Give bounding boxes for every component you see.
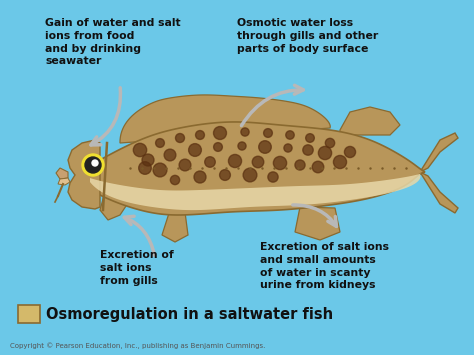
Circle shape — [334, 156, 346, 168]
Circle shape — [205, 157, 215, 167]
Circle shape — [267, 171, 279, 183]
Polygon shape — [100, 178, 130, 220]
Circle shape — [189, 144, 201, 156]
Bar — [18, 305, 40, 323]
Polygon shape — [56, 168, 68, 179]
Circle shape — [319, 147, 331, 159]
Circle shape — [301, 143, 315, 157]
Circle shape — [218, 168, 232, 182]
Text: Copyright © Pearson Education, Inc., publishing as Benjamin Cummings.: Copyright © Pearson Education, Inc., pub… — [10, 342, 265, 349]
Circle shape — [136, 146, 145, 155]
Circle shape — [294, 159, 306, 171]
Circle shape — [140, 163, 150, 173]
Circle shape — [264, 129, 273, 137]
Circle shape — [193, 128, 207, 142]
Circle shape — [314, 163, 322, 171]
Circle shape — [275, 158, 285, 168]
Circle shape — [164, 149, 176, 161]
Circle shape — [143, 155, 154, 165]
Circle shape — [213, 126, 227, 140]
Circle shape — [170, 175, 180, 185]
Circle shape — [228, 154, 242, 168]
Circle shape — [346, 148, 354, 156]
Text: Excretion of salt ions
and small amounts
of water in scanty
urine from kidneys: Excretion of salt ions and small amounts… — [260, 242, 389, 290]
Polygon shape — [75, 122, 425, 215]
Circle shape — [284, 130, 296, 141]
Polygon shape — [162, 210, 188, 242]
Circle shape — [239, 126, 251, 138]
Circle shape — [193, 170, 207, 184]
Polygon shape — [420, 133, 458, 172]
Polygon shape — [420, 172, 458, 213]
Polygon shape — [90, 173, 420, 210]
Polygon shape — [58, 178, 70, 185]
Circle shape — [245, 170, 255, 180]
Circle shape — [82, 154, 104, 176]
Polygon shape — [68, 140, 100, 209]
Polygon shape — [340, 107, 400, 135]
Text: Gain of water and salt
ions from food
and by drinking
seawater: Gain of water and salt ions from food an… — [45, 18, 181, 66]
Circle shape — [180, 160, 190, 170]
Text: Excretion of
salt ions
from gills: Excretion of salt ions from gills — [100, 250, 174, 286]
Circle shape — [236, 140, 248, 153]
Circle shape — [283, 143, 293, 153]
Polygon shape — [295, 207, 340, 240]
Circle shape — [155, 165, 165, 175]
Text: Osmoregulation in a saltwater fish: Osmoregulation in a saltwater fish — [46, 307, 333, 322]
Circle shape — [92, 160, 98, 166]
Circle shape — [85, 157, 101, 173]
Text: Osmotic water loss
through gills and other
parts of body surface: Osmotic water loss through gills and oth… — [237, 18, 378, 54]
Circle shape — [252, 156, 264, 168]
Polygon shape — [120, 95, 330, 143]
Circle shape — [305, 133, 315, 143]
Circle shape — [324, 137, 336, 149]
Circle shape — [213, 142, 223, 152]
Circle shape — [260, 142, 270, 152]
Circle shape — [153, 136, 167, 150]
Circle shape — [173, 132, 186, 144]
